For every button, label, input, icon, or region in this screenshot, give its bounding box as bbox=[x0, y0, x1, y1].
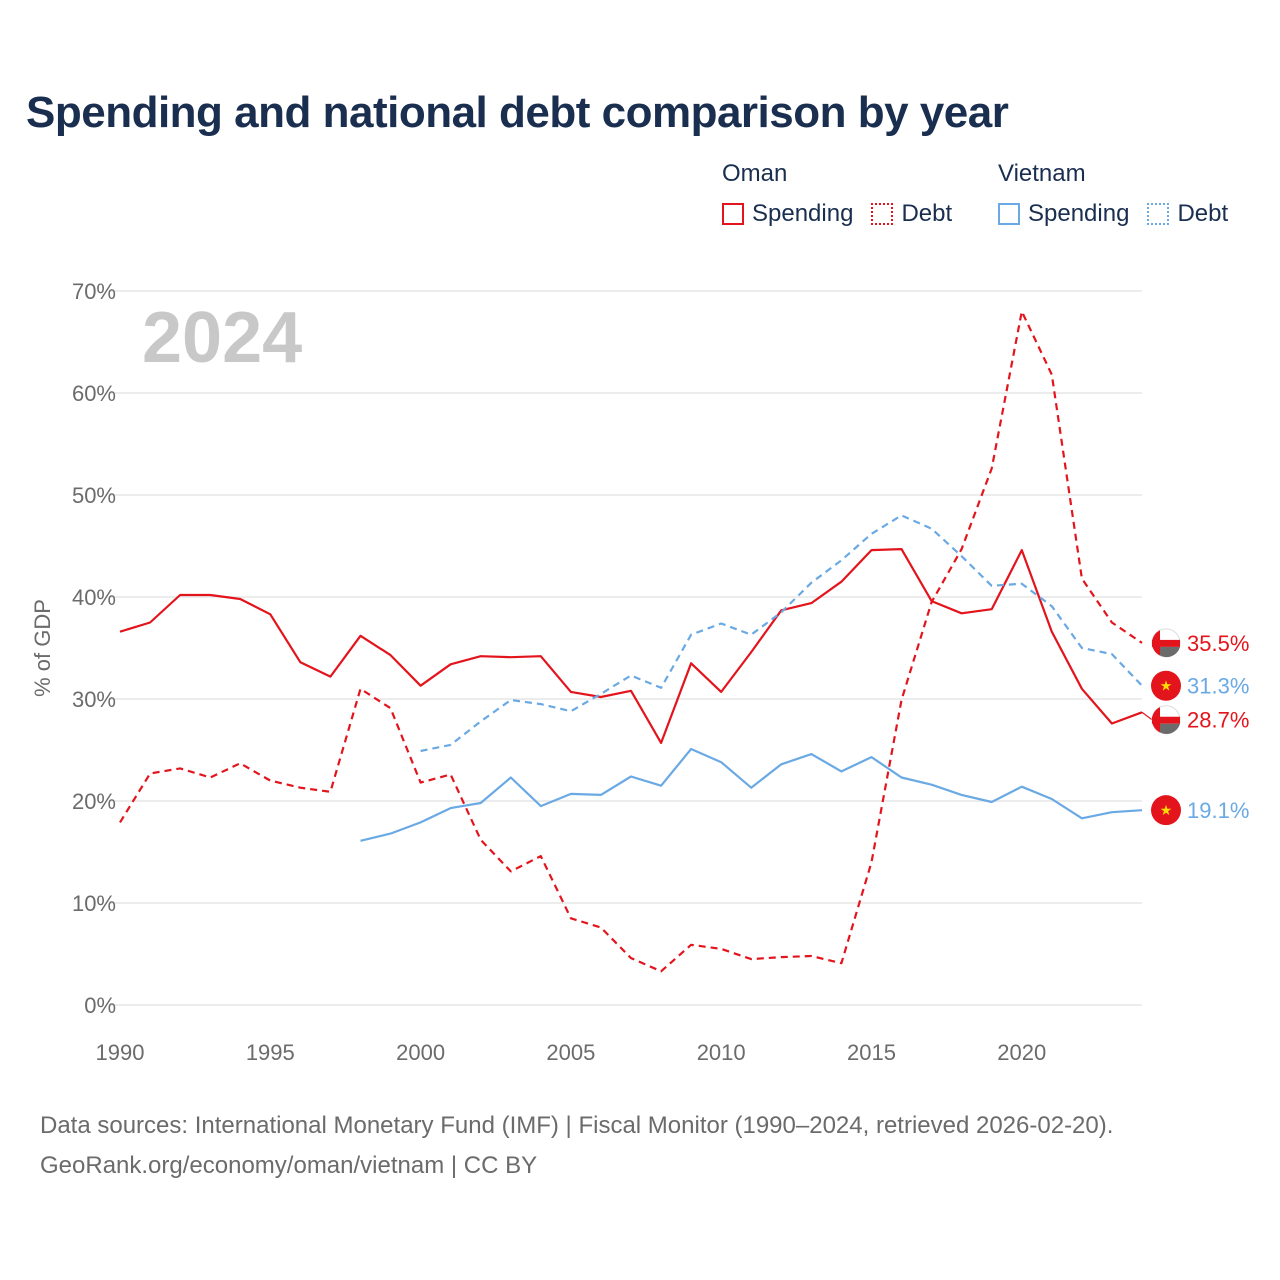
legend-label: Spending bbox=[752, 200, 854, 227]
series-line-oman-debt bbox=[119, 310, 1143, 973]
end-value-label: 28.7% bbox=[1187, 708, 1249, 733]
vietnam-flag-star: ★ bbox=[1160, 679, 1173, 695]
source-line-1: Data sources: International Monetary Fun… bbox=[40, 1112, 1114, 1139]
legend-oman: Oman Spending Debt bbox=[722, 160, 970, 228]
series-line-vietnam-debt bbox=[420, 514, 1143, 753]
end-label-connector bbox=[1141, 711, 1153, 721]
y-tick-label: 10% bbox=[72, 891, 116, 916]
legend-oman-name: Oman bbox=[722, 160, 788, 187]
x-tick-label: 2020 bbox=[997, 1040, 1046, 1065]
line-chart: 0% 10% 20% 30% 40% 50% 60% 70% 1990 1995 2000 2005 2… bbox=[30, 279, 1249, 1065]
y-tick-label: 0% bbox=[84, 993, 116, 1018]
y-tick-label: 40% bbox=[72, 585, 116, 610]
oman-flag-stripe bbox=[1152, 716, 1180, 724]
year-watermark: 2024 bbox=[142, 298, 302, 378]
end-value-label: 35.5% bbox=[1187, 631, 1249, 656]
x-tick-label: 1990 bbox=[96, 1040, 145, 1065]
x-tick-label: 2000 bbox=[396, 1040, 445, 1065]
oman-flag-hoist bbox=[1152, 707, 1160, 733]
legend-vietnam: Vietnam Spending Debt bbox=[998, 160, 1246, 228]
chart-title: Spending and national debt comparison by… bbox=[26, 88, 1009, 137]
series-line-vietnam-spending bbox=[360, 747, 1143, 842]
vietnam-flag-icon bbox=[1151, 670, 1181, 701]
oman-flag-hoist bbox=[1152, 630, 1160, 656]
legend-label: Debt bbox=[1177, 200, 1229, 227]
legend-swatch-dotted-icon bbox=[871, 203, 894, 225]
legend-vietnam-debt[interactable]: Debt bbox=[1147, 200, 1228, 228]
oman-flag-stripe bbox=[1152, 639, 1180, 647]
legend-label: Spending bbox=[1028, 200, 1130, 227]
vietnam-flag-star: ★ bbox=[1160, 803, 1173, 819]
y-tick-label: 50% bbox=[72, 483, 116, 508]
source-line-2: GeoRank.org/economy/oman/vietnam | CC BY bbox=[40, 1152, 538, 1179]
y-tick-label: 30% bbox=[72, 687, 116, 712]
y-axis-label: % of GDP bbox=[30, 599, 55, 697]
series-line-oman-spending bbox=[119, 547, 1143, 745]
x-tick-label: 2010 bbox=[697, 1040, 746, 1065]
legend-label: Debt bbox=[901, 200, 953, 227]
legend-swatch-solid-icon bbox=[998, 203, 1020, 225]
legend-vietnam-name: Vietnam bbox=[998, 160, 1086, 187]
oman-flag-lower bbox=[1160, 646, 1180, 658]
x-tick-label: 2015 bbox=[847, 1040, 896, 1065]
legend-swatch-dotted-icon bbox=[1147, 203, 1170, 225]
legend-swatch-solid-icon bbox=[722, 203, 744, 225]
legend-vietnam-spending[interactable]: Spending bbox=[998, 200, 1129, 228]
y-tick-label: 20% bbox=[72, 789, 116, 814]
x-tick-label: 1995 bbox=[246, 1040, 295, 1065]
end-value-label: 31.3% bbox=[1187, 674, 1249, 699]
legend-oman-debt[interactable]: Debt bbox=[871, 200, 952, 228]
x-tick-label: 2005 bbox=[546, 1040, 595, 1065]
source-note: Data sources: International Monetary Fun… bbox=[40, 1106, 1113, 1186]
vietnam-flag-icon bbox=[1151, 795, 1181, 826]
oman-flag-lower bbox=[1160, 723, 1180, 734]
legend-oman-spending[interactable]: Spending bbox=[722, 200, 853, 228]
end-value-label: 19.1% bbox=[1187, 798, 1249, 823]
y-tick-label: 60% bbox=[72, 381, 116, 406]
y-tick-label: 70% bbox=[72, 279, 116, 304]
